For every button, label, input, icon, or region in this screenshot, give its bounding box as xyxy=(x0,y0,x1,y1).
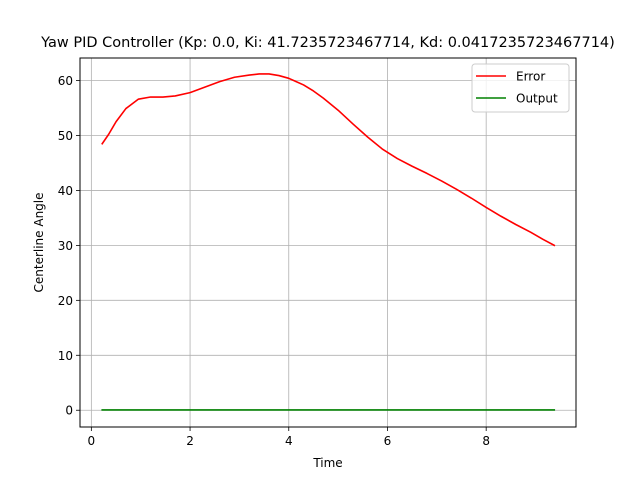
y-tick-label: 50 xyxy=(58,129,73,143)
chart-title: Yaw PID Controller (Kp: 0.0, Ki: 41.7235… xyxy=(40,35,615,51)
x-tick-label: 0 xyxy=(88,434,96,448)
axis-ticks: 0 2 4 6 8 0 10 20 30 40 50 60 xyxy=(58,74,490,448)
x-tick-label: 4 xyxy=(285,434,293,448)
x-tick-label: 8 xyxy=(482,434,490,448)
x-axis-label: Time xyxy=(312,456,342,470)
plot-frame xyxy=(79,57,577,428)
y-tick-label: 0 xyxy=(65,404,73,418)
y-tick-label: 10 xyxy=(58,349,73,363)
y-axis-label: Centerline Angle xyxy=(32,192,46,292)
grid xyxy=(80,58,576,427)
y-tick-label: 30 xyxy=(58,239,73,253)
y-tick-label: 40 xyxy=(58,184,73,198)
legend-label: Output xyxy=(516,92,558,106)
series-lines xyxy=(101,73,556,411)
x-tick-label: 6 xyxy=(384,434,392,448)
legend: Error Output xyxy=(471,63,570,113)
y-tick-label: 20 xyxy=(58,294,73,308)
series-line-error xyxy=(101,73,556,247)
y-tick-label: 60 xyxy=(58,74,73,88)
x-tick-label: 2 xyxy=(186,434,194,448)
legend-label: Error xyxy=(516,70,545,84)
